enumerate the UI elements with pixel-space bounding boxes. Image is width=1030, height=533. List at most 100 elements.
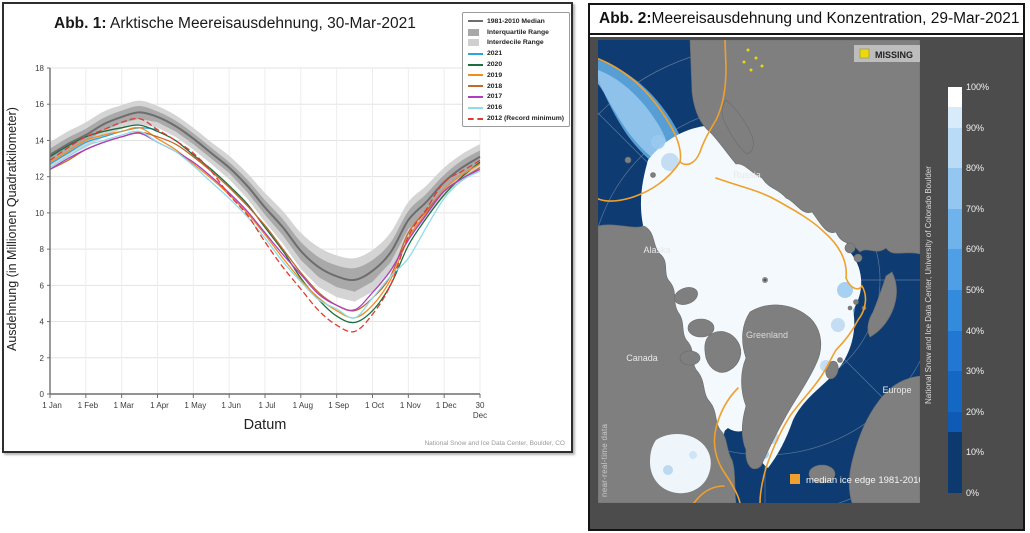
x-tick-label: 1 Aug [293,401,313,410]
colorbar-segment [948,87,962,108]
land-scandinavia [848,375,920,503]
legend-label: 2016 [487,104,503,112]
colorbar-tick-label: 30% [966,366,985,377]
label-russia: Russia [733,170,761,180]
x-tick-label: 1 Nov [400,401,421,410]
arctic-map: Russia Alaska Canada Greenland Europe MI… [598,40,920,503]
land-novaya-zemlya [867,271,897,338]
x-tick-label: 1 May [184,401,206,410]
colorbar-segment [948,411,962,433]
y-tick-label: 8 [40,245,45,254]
legend-swatch-icon [468,28,483,36]
legend-swatch-icon [468,39,483,47]
missing-legend: MISSING [854,45,920,62]
legend-swatch-icon [468,74,483,77]
colorbar-segment [948,330,962,372]
concentration-colorbar [948,87,962,493]
colorbar-tick-label: 40% [966,325,985,336]
frozen-bays [650,434,711,494]
x-tick-label: 1 Sep [328,401,349,410]
missing-swatch [859,48,870,59]
figure1-title: Abb. 1: Arktische Meereisausdehnung, 30-… [54,15,416,33]
label-alaska: Alaska [643,245,670,255]
colorbar-tick-label: 50% [966,285,985,295]
legend-label: 1981-2010 Median [487,17,545,25]
legend-label: 2018 [487,82,503,90]
north-pole-dot [763,278,767,282]
legend-label: Interdecile Range [487,39,544,47]
y-tick-label: 10 [35,209,44,218]
x-tick-label: 1 Jun [221,401,241,410]
land-small-island [624,156,632,164]
legend-label: 2020 [487,61,503,69]
missing-label: MISSING [875,50,913,60]
series-line-2020 [49,124,481,324]
figure1-sea-ice-extent-chart: Abb. 1: Arktische Meereisausdehnung, 30-… [2,2,573,453]
chart-legend: 1981-2010 Median Interquartile Range Inter… [462,12,570,127]
legend-row: 2021 [468,48,565,59]
land-baffin-island [679,350,701,366]
figure1-title-prefix: Abb. 1: [54,15,107,32]
x-tick-label: 1 Jan [42,401,62,410]
legend-label: 2012 (Record minimum) [487,115,565,123]
colorbar-segment [948,249,962,290]
y-tick-label: 6 [40,281,45,290]
median-ice-edge-line [598,40,867,503]
label-greenland: Greenland [746,330,788,340]
legend-swatch-icon [468,95,483,98]
figure2-sea-ice-map: Abb. 2: Meereisausdehnung und Konzentrat… [588,3,1025,531]
y-tick-label: 0 [40,390,45,399]
x-tick-label: 1 Oct [365,401,385,410]
figure2-title-text: Meereisausdehnung und Konzentration, 29-… [651,10,1020,27]
range-band [50,105,480,292]
legend-label: 2019 [487,71,503,79]
colorbar-segment [948,208,962,250]
land-greenland [741,304,822,470]
y-tick-label: 18 [35,64,44,73]
colorbar-segment [948,289,962,331]
legend-row: 2020 [468,59,565,70]
land-franz-josef [853,299,859,305]
legend-swatch-icon [468,52,483,55]
colorbar-tick-labels: 0% 10% 20% 30% 40% 50% 60% 70% 80% 90% 100% [966,81,1008,499]
y-tick-label: 2 [40,354,45,363]
land-severnaya-zemlya [844,242,856,254]
colorbar-segment [948,168,962,209]
legend-label: 2017 [487,93,503,101]
legend-label: 2021 [487,50,503,58]
colorbar-tick-label: 60% [966,244,985,255]
legend-label: Interquartile Range [487,28,549,36]
colorbar-segment [948,107,962,128]
legend-row: Interquartile Range [468,27,565,38]
land-russia [689,40,920,255]
missing-data-specks [742,48,764,72]
ice-edge-legend: median ice edge 1981-2010 [790,474,920,486]
x-tick-label: Dec [473,411,487,420]
land-masses [598,40,920,503]
colorbar-segment [948,432,962,493]
ice-edge-label: median ice edge 1981-2010 [806,475,920,486]
legend-row: 2017 [468,92,565,103]
colorbar-tick-label: 20% [966,406,985,417]
series-line-2012 [49,117,481,333]
x-tick-label: 1 Feb [78,401,99,410]
land-ellesmere [704,331,742,373]
figure2-title: Abb. 2: Meereisausdehnung und Konzentrat… [590,5,1023,35]
legend-swatch-icon [468,63,483,66]
land-victoria-island [687,318,715,338]
land-north-america [598,224,737,503]
series-line-2017 [49,132,481,311]
colorbar-tick-label: 90% [966,122,985,133]
colorbar-tick-label: 70% [966,203,985,214]
chart-credit: National Snow and Ice Data Center, Bould… [424,440,565,447]
series-line-2019 [49,126,481,319]
x-tick-label: 1 Mar [113,401,134,410]
map-panel: Russia Alaska Canada Greenland Europe MI… [590,37,1023,529]
x-tick-label: 30 [476,401,485,410]
legend-row: Interdecile Range [468,38,565,49]
x-tick-label: 1 Apr [150,401,169,410]
x-axis-label: Datum [243,417,287,433]
legend-row: 2012 (Record minimum) [468,113,565,124]
legend-row: 2016 [468,102,565,113]
legend-row: 1981-2010 Median [468,16,565,27]
